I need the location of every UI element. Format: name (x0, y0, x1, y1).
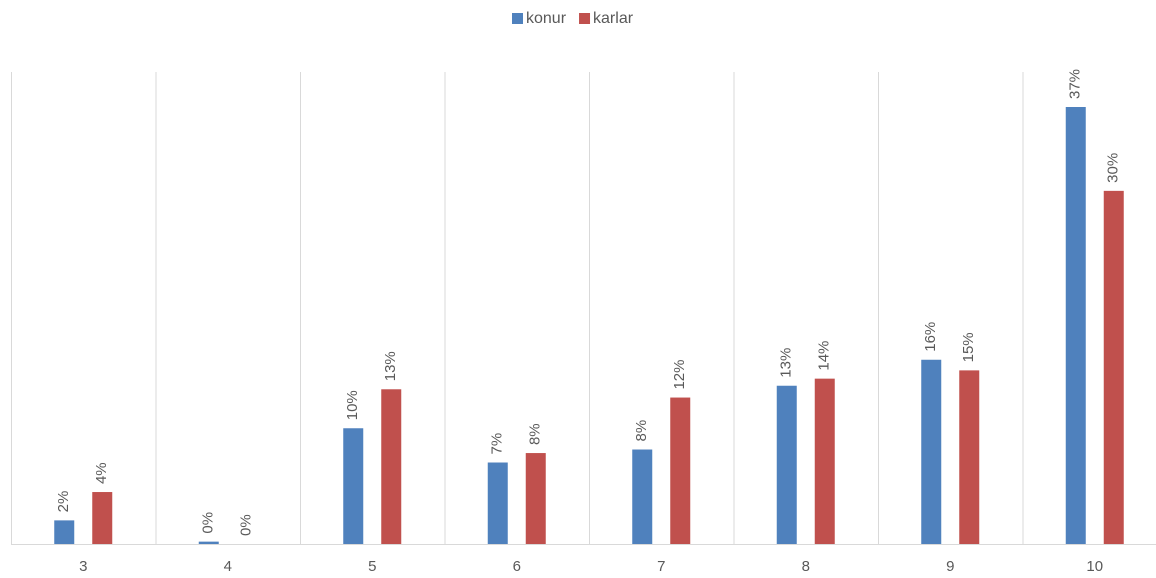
bar (632, 449, 653, 544)
x-tick-label: 8 (802, 558, 810, 575)
bar (381, 389, 402, 544)
x-tick-label: 4 (224, 558, 232, 575)
bar (343, 428, 364, 544)
bar (1103, 190, 1124, 544)
data-label: 12% (671, 360, 688, 390)
data-label: 0% (238, 514, 255, 536)
legend-label: karlar (593, 10, 634, 27)
data-label: 4% (93, 462, 110, 484)
data-label: 8% (633, 420, 650, 442)
bar (921, 359, 942, 544)
bar (1065, 107, 1086, 544)
bar (776, 385, 797, 544)
bar (814, 378, 835, 544)
data-label: 0% (200, 512, 217, 534)
data-label: 15% (960, 332, 977, 362)
bar (959, 370, 980, 544)
x-tick-label: 9 (946, 558, 954, 575)
data-label: 7% (489, 433, 506, 455)
data-label: 13% (778, 348, 795, 378)
legend-label: konur (526, 10, 567, 27)
bar (525, 453, 546, 544)
data-label: 2% (55, 491, 72, 513)
bar (92, 492, 113, 544)
data-label: 13% (382, 351, 399, 381)
data-label: 16% (922, 322, 939, 352)
legend-swatch (512, 13, 523, 24)
legend-swatch (579, 13, 591, 24)
bar (198, 541, 219, 544)
data-label: 8% (527, 423, 544, 445)
data-label: 30% (1105, 153, 1122, 183)
x-tick-label: 5 (368, 558, 376, 575)
x-tick-label: 7 (657, 558, 665, 575)
data-label: 14% (816, 341, 833, 371)
x-tick-label: 10 (1086, 558, 1103, 575)
bar (487, 462, 508, 544)
x-tick-label: 6 (513, 558, 521, 575)
bar (670, 397, 691, 544)
bar (54, 520, 75, 544)
data-label: 10% (344, 390, 361, 420)
data-label: 37% (1067, 69, 1084, 99)
x-tick-label: 3 (79, 558, 87, 575)
